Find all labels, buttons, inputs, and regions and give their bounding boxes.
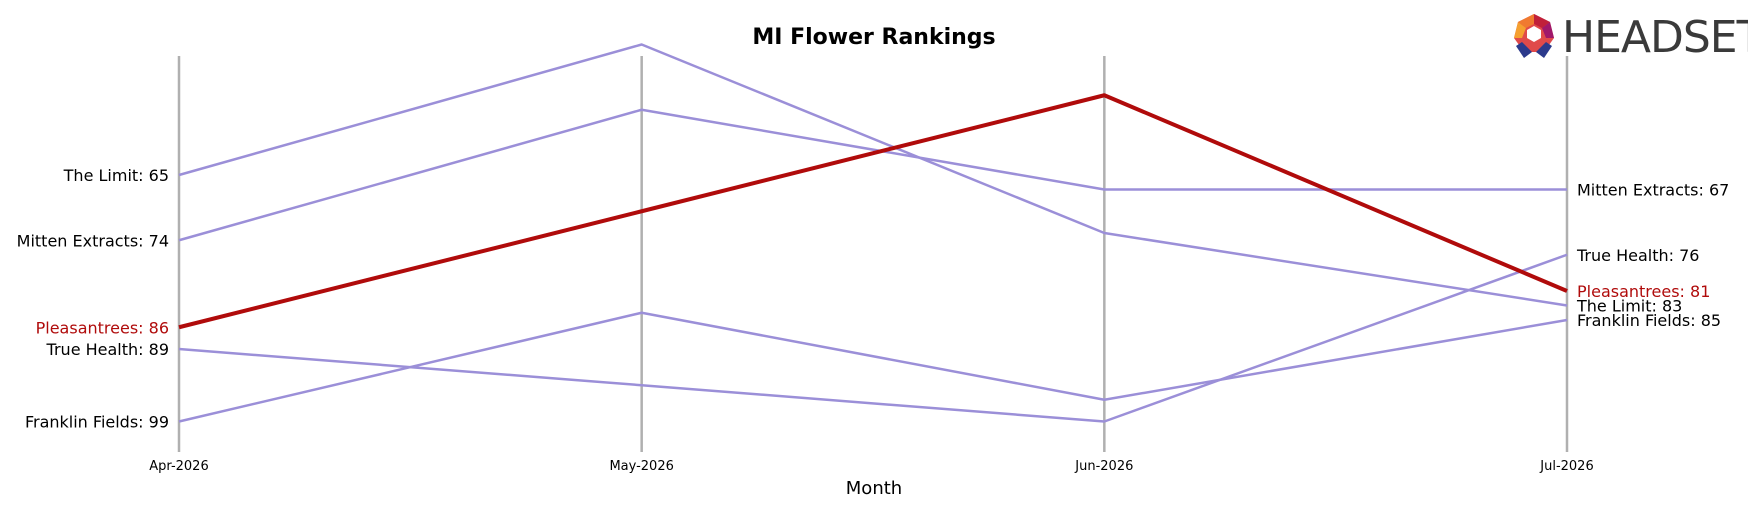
chart-title: MI Flower Rankings <box>752 25 995 50</box>
series-end-label: Franklin Fields: 85 <box>1577 311 1721 330</box>
series-line-true-health <box>178 253 1568 423</box>
series-line-the-limit <box>178 43 1568 307</box>
series-start-label: Mitten Extracts: 74 <box>17 231 169 250</box>
x-tick-label: Jul-2026 <box>1539 459 1593 474</box>
series-start-label: Franklin Fields: 99 <box>25 413 169 432</box>
series-end-label: Pleasantrees: 81 <box>1577 282 1710 301</box>
headset-logo-icon <box>1514 14 1554 58</box>
series-line-franklin-fields <box>178 311 1568 423</box>
series-end-label: The Limit: 83 <box>1576 297 1682 316</box>
x-tick-label: Jun-2026 <box>1074 459 1133 474</box>
series-lines <box>178 43 1568 423</box>
series-labels: The Limit: 65 The Limit: 83 Mitten Extract… <box>17 166 1730 432</box>
headset-logo: HEADSET <box>1514 12 1748 63</box>
series-line-mitten-extracts <box>178 108 1567 242</box>
series-end-label: True Health: 76 <box>1576 246 1699 265</box>
series-start-label: The Limit: 65 <box>63 166 169 185</box>
series-start-label: Pleasantrees: 86 <box>36 318 169 337</box>
month-axes: Apr-2026 May-2026 Jun-2026 Jul-2026 <box>149 56 1594 474</box>
logo-text: HEADSET <box>1562 12 1748 63</box>
series-start-label: True Health: 89 <box>46 340 169 359</box>
series-end-label: Mitten Extracts: 67 <box>1577 181 1729 200</box>
x-tick-label: Apr-2026 <box>149 459 208 474</box>
series-line-pleasantrees <box>178 93 1568 330</box>
x-axis-label: Month <box>846 478 902 499</box>
x-tick-label: May-2026 <box>609 459 673 474</box>
